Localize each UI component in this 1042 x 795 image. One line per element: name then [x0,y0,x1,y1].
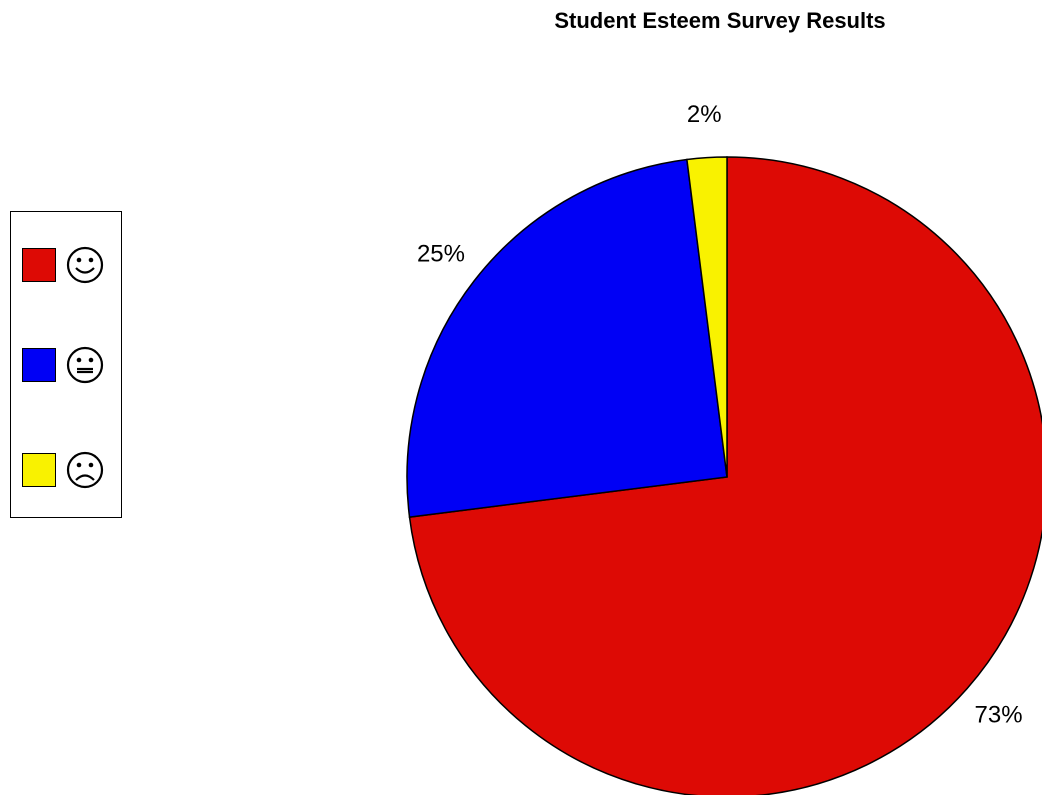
pie-slice-0 [408,156,1042,795]
legend [10,211,122,518]
slice-label-2: 2% [687,101,722,128]
legend-swatch-neutral [22,348,56,382]
chart-title: Student Esteem Survey Results [554,8,886,33]
neutral-face-icon [66,346,104,384]
pie-slice-1 [406,158,728,518]
happy-face-icon [66,246,104,284]
legend-swatch-happy [22,248,56,282]
slice-label-1: 25% [417,240,465,267]
pie-slice-2 [686,156,728,478]
slice-label-0: 73% [975,702,1023,729]
legend-item-sad [22,450,105,490]
legend-item-happy [22,245,105,285]
sad-face-icon [66,451,104,489]
legend-item-neutral [22,345,105,385]
legend-swatch-sad [22,453,56,487]
